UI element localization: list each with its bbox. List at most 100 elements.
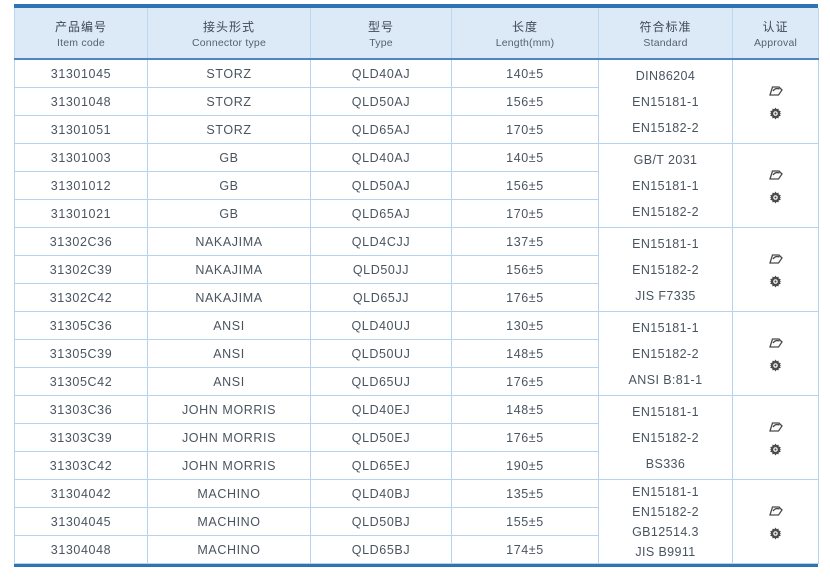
certification-gear-icon [769, 443, 782, 456]
item-code-cell: 31301045 [14, 58, 148, 88]
item-code-cell: 31305C39 [14, 339, 148, 368]
connector-type-cell: MACHINO [147, 479, 311, 508]
item-code-cell: 31304045 [14, 507, 148, 536]
item-code-cell: 31303C36 [14, 395, 148, 424]
column-header-zh: 认证 [762, 19, 789, 34]
connector-type-cell: MACHINO [147, 507, 311, 536]
standard-line: EN15182-2 [632, 346, 699, 361]
table-row: 31304042 MACHINO QLD40BJ 135±5 EN15181-1… [14, 479, 819, 564]
type-cell: QLD65JJ [310, 283, 452, 312]
standard-line: EN15182-2 [632, 262, 699, 277]
table-row: 31301048 STORZ QLD50AJ 156±5 [14, 87, 819, 116]
standard-line: EN15181-1 [632, 94, 699, 109]
approval-cell [732, 58, 819, 144]
certification-swoosh-icon [768, 84, 784, 98]
type-cell: QLD50EJ [310, 423, 452, 452]
length-cell: 170±5 [451, 199, 599, 228]
header-row: 产品编号 Item code 接头形式 Connector type 型号 Ty… [14, 8, 819, 60]
standard-line: EN15181-1 [632, 484, 699, 499]
standard-line: EN15181-1 [632, 404, 699, 419]
item-code-cell: 31301048 [14, 87, 148, 116]
table-bottom-border [14, 564, 818, 567]
column-header-en: Item code [57, 36, 105, 49]
standard-line: EN15182-2 [632, 504, 699, 519]
certification-gear-icon [769, 359, 782, 372]
type-cell: QLD65AJ [310, 115, 452, 144]
item-code-cell: 31302C36 [14, 227, 148, 256]
connector-type-cell: JOHN MORRIS [147, 451, 311, 480]
table-body: 31301045 STORZ QLD40AJ 140±5 DIN86204 EN… [14, 58, 819, 564]
certification-gear-icon [769, 107, 782, 120]
type-cell: QLD40AJ [310, 58, 452, 88]
length-cell: 135±5 [451, 479, 599, 508]
length-cell: 156±5 [451, 87, 599, 116]
certification-swoosh-icon [768, 420, 784, 434]
type-cell: QLD65UJ [310, 367, 452, 396]
item-code-cell: 31302C42 [14, 283, 148, 312]
column-header-en: Connector type [191, 36, 266, 49]
table-row: 31305C39 ANSI QLD50UJ 148±5 [14, 339, 819, 368]
item-code-cell: 31301012 [14, 171, 148, 200]
column-header-approval: 认证 Approval [732, 8, 819, 60]
standard-cell: EN15181-1 EN15182-2 GB12514.3 JIS B9911 [598, 479, 733, 564]
length-cell: 130±5 [451, 311, 599, 340]
standard-cell: EN15181-1 EN15182-2 BS336 [598, 395, 733, 480]
column-header-zh: 接头形式 [202, 19, 255, 34]
table-row: 31302C42 NAKAJIMA QLD65JJ 176±5 [14, 283, 819, 312]
length-cell: 155±5 [451, 507, 599, 536]
approval-cell [732, 395, 819, 480]
length-cell: 176±5 [451, 283, 599, 312]
table-row: 31302C36 NAKAJIMA QLD4CJJ 137±5 EN15181-… [14, 227, 819, 312]
column-header-connector-type: 接头形式 Connector type [147, 8, 311, 60]
type-cell: QLD50AJ [310, 171, 452, 200]
standard-line: EN15181-1 [632, 320, 699, 335]
item-code-cell: 31305C42 [14, 367, 148, 396]
table-row: 31305C42 ANSI QLD65UJ 176±5 [14, 367, 819, 396]
type-cell: QLD4CJJ [310, 227, 452, 256]
approval-cell [732, 227, 819, 312]
table-row: 31303C36 JOHN MORRIS QLD40EJ 148±5 EN151… [14, 395, 819, 480]
approval-cell [732, 143, 819, 228]
approval-cell [732, 311, 819, 396]
length-cell: 148±5 [451, 395, 599, 424]
type-cell: QLD50JJ [310, 255, 452, 284]
certification-swoosh-icon [768, 336, 784, 350]
standard-line: EN15181-1 [632, 178, 699, 193]
standard-line: JIS B9911 [635, 544, 696, 559]
connector-type-cell: GB [147, 199, 311, 228]
item-code-cell: 31305C36 [14, 311, 148, 340]
column-header-zh: 型号 [367, 19, 394, 34]
type-cell: QLD50AJ [310, 87, 452, 116]
connector-type-cell: JOHN MORRIS [147, 423, 311, 452]
length-cell: 174±5 [451, 535, 599, 564]
column-header-type: 型号 Type [310, 8, 452, 60]
connector-type-cell: MACHINO [147, 535, 311, 564]
column-header-zh: 符合标准 [639, 19, 692, 34]
column-header-en: Type [369, 36, 393, 49]
standard-line: ANSI B:81-1 [628, 372, 703, 387]
standard-cell: DIN86204 EN15181-1 EN15182-2 [598, 58, 733, 144]
standard-line: GB/T 2031 [633, 152, 698, 167]
standard-line: BS336 [645, 456, 686, 471]
connector-type-cell: ANSI [147, 367, 311, 396]
item-code-cell: 31301021 [14, 199, 148, 228]
table-row: 31301045 STORZ QLD40AJ 140±5 DIN86204 EN… [14, 58, 819, 144]
table-header: 产品编号 Item code 接头形式 Connector type 型号 Ty… [14, 8, 819, 60]
column-header-en: Standard [643, 36, 688, 49]
certification-gear-icon [769, 191, 782, 204]
standard-line: EN15181-1 [632, 236, 699, 251]
length-cell: 156±5 [451, 171, 599, 200]
column-header-zh: 产品编号 [54, 19, 107, 34]
type-cell: QLD50UJ [310, 339, 452, 368]
certification-gear-icon [769, 275, 782, 288]
item-code-cell: 31301051 [14, 115, 148, 144]
column-header-standard: 符合标准 Standard [598, 8, 733, 60]
standard-line: EN15182-2 [632, 430, 699, 445]
standard-line: DIN86204 [635, 68, 696, 83]
length-cell: 140±5 [451, 143, 599, 172]
certification-swoosh-icon [768, 168, 784, 182]
connector-type-cell: JOHN MORRIS [147, 395, 311, 424]
type-cell: QLD40UJ [310, 311, 452, 340]
item-code-cell: 31303C42 [14, 451, 148, 480]
type-cell: QLD65AJ [310, 199, 452, 228]
